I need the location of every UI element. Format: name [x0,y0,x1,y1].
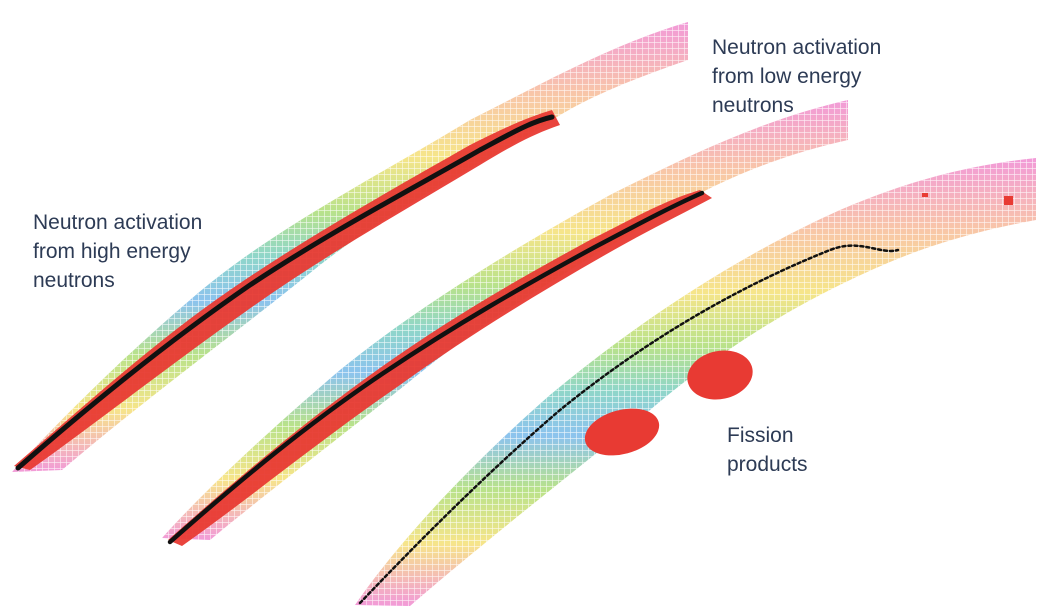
stability-line-1 [15,114,555,471]
highlight-low-energy [168,190,712,546]
isotope-marker [1004,196,1013,205]
label-line: Neutron activation [712,36,882,59]
label-low-energy-activation: Neutron activation from low energy neutr… [712,33,881,120]
fission-blob-light [584,408,660,456]
label-fission-products: Fission products [727,421,808,479]
label-line: products [727,453,808,476]
label-line: from high energy [33,240,191,263]
fission-blob-heavy [687,350,753,400]
nuclide-chart-fission [355,158,1036,606]
label-line: Neutron activation [33,211,203,234]
stability-line-2 [167,190,705,545]
highlight-high-energy [14,110,560,470]
label-line: neutrons [712,94,794,117]
label-line: from low energy [712,65,862,88]
nuclide-chart-high-energy [12,22,688,472]
isotope-marker-small [922,193,928,197]
label-line: Fission [727,424,794,447]
stability-line-3 [358,244,900,605]
nuclide-chart-low-energy [162,100,848,546]
label-line: neutrons [33,269,115,292]
label-high-energy-activation: Neutron activation from high energy neut… [33,208,202,295]
